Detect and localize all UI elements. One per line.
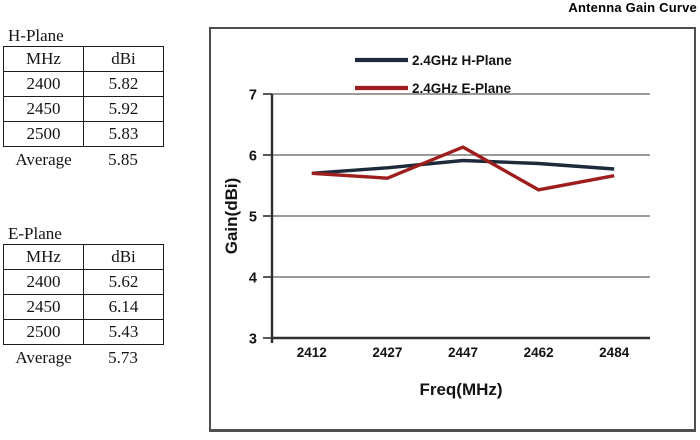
e-plane-table-section: E-Plane MHz dBi 2400 5.62 2450 6.14 2500 5.43… [3, 225, 165, 371]
table-cell: 5.43 [83, 319, 164, 345]
table-cell: 6.14 [83, 294, 164, 320]
table-cell: 5.82 [83, 71, 164, 97]
gain-chart-svg: 3 4 5 6 7 2412 2427 2447 2462 2484 Freq(MHz) Gain(d… [222, 53, 650, 399]
x-tick-label: 2462 [524, 345, 554, 360]
y-tick-label: 3 [249, 332, 257, 348]
table-row: 2450 6.14 [3, 294, 164, 320]
average-value: 5.85 [108, 150, 138, 169]
y-axis-title: Gain(dBi) [222, 178, 241, 255]
antenna-gain-chart: 3 4 5 6 7 2412 2427 2447 2462 2484 Freq(MHz) Gain(d… [209, 27, 696, 432]
h-plane-table-title: H-Plane [8, 26, 64, 45]
column-header-dbi: dBi [83, 46, 164, 72]
y-tick-label: 5 [249, 210, 257, 226]
h-plane-table: MHz dBi 2400 5.82 2450 5.92 2500 5.83 [3, 46, 164, 147]
series-line-h-plane [311, 158, 615, 175]
table-cell: 2500 [3, 121, 84, 147]
table-cell: 2400 [3, 71, 84, 97]
x-tick-label: 2427 [372, 345, 402, 360]
table-header-row: MHz dBi [3, 46, 164, 72]
table-cell: 2450 [3, 96, 84, 122]
column-header-mhz: MHz [3, 46, 84, 72]
average-label: Average [15, 348, 72, 367]
table-row: 2500 5.43 [3, 319, 164, 345]
x-axis-title: Freq(MHz) [419, 380, 502, 399]
x-tick-label: 2412 [297, 345, 327, 360]
y-tick-label: 6 [249, 149, 257, 165]
e-plane-table-title: E-Plane [8, 224, 62, 243]
y-tick-label: 7 [249, 88, 257, 104]
column-header-dbi: dBi [83, 244, 164, 270]
average-row: Average 5.73 [3, 345, 165, 371]
table-header-row: MHz dBi [3, 244, 164, 270]
table-row: 2450 5.92 [3, 96, 164, 122]
y-tick-label: 4 [249, 271, 257, 287]
average-row: Average 5.85 [3, 147, 165, 173]
average-label: Average [15, 150, 72, 169]
table-cell: 5.83 [83, 121, 164, 147]
table-row: 2400 5.82 [3, 71, 164, 97]
page-title: Antenna Gain Curve [568, 0, 697, 15]
table-row: 2500 5.83 [3, 121, 164, 147]
legend-label: 2.4GHz H-Plane [412, 53, 512, 68]
h-plane-table-section: H-Plane MHz dBi 2400 5.82 2450 5.92 2500 5.83… [3, 27, 165, 173]
table-cell: 5.92 [83, 96, 164, 122]
column-header-mhz: MHz [3, 244, 84, 270]
legend-label: 2.4GHz E-Plane [412, 81, 512, 96]
table-cell: 2500 [3, 319, 84, 345]
table-row: 2400 5.62 [3, 269, 164, 295]
x-tick-label: 2484 [599, 345, 630, 360]
table-cell: 2400 [3, 269, 84, 295]
table-cell: 2450 [3, 294, 84, 320]
table-cell: 5.62 [83, 269, 164, 295]
average-value: 5.73 [108, 348, 138, 367]
series-line-e-plane [311, 145, 615, 192]
e-plane-table: MHz dBi 2400 5.62 2450 6.14 2500 5.43 [3, 244, 164, 345]
x-tick-label: 2447 [448, 345, 478, 360]
